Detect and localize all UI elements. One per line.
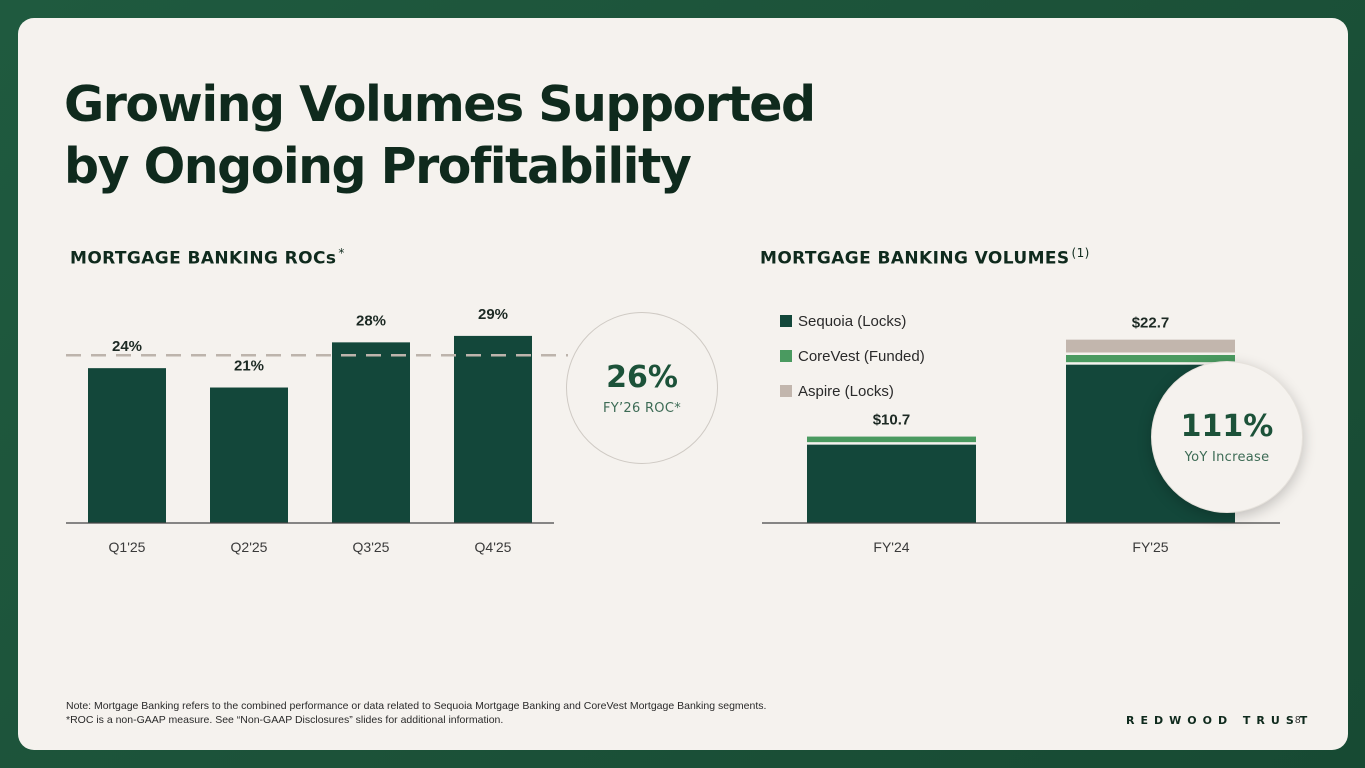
legend-label-3: Aspire (Locks) [798, 383, 894, 400]
volume-bar-1-segment-2 [807, 436, 976, 443]
roc-x-tick-4: Q4'25 [475, 539, 512, 555]
roc-section-title: MORTGAGE BANKING ROCs * [70, 246, 345, 269]
roc-bar-2 [210, 387, 288, 523]
roc-bar-1 [88, 368, 166, 523]
footnote: Note: Mortgage Banking refers to the com… [66, 699, 766, 727]
volume-total-label-1: $10.7 [873, 412, 911, 429]
legend-swatch-3 [780, 385, 792, 397]
legend-label-1: Sequoia (Locks) [798, 313, 906, 330]
roc-bar-value-label-1: 24% [112, 338, 142, 355]
roc-x-tick-3: Q3'25 [353, 539, 390, 555]
roc-stat-caption: FY’26 ROC* [602, 401, 682, 416]
volume-x-tick-2: FY'25 [1132, 539, 1168, 555]
legend-swatch-1 [780, 315, 792, 327]
roc-bar-chart: 24% Q1'25 21% Q2'25 28% Q3'25 29% Q4'25 [66, 306, 568, 555]
volume-bar-2-segment-3 [1066, 339, 1235, 353]
slide-card: Growing Volumes Supported by Ongoing Pro… [18, 18, 1348, 750]
roc-bar-4 [454, 335, 532, 523]
yoy-stat-caption: YoY Increase [1184, 450, 1270, 465]
volumes-section-title-text: MORTGAGE BANKING VOLUMES [760, 248, 1070, 269]
roc-bar-value-label-4: 29% [478, 306, 508, 323]
footnote-line-1: Note: Mortgage Banking refers to the com… [66, 700, 767, 712]
roc-bar-3 [332, 342, 410, 523]
legend-swatch-2 [780, 350, 792, 362]
yoy-stat-value: 111% [1180, 409, 1274, 444]
volume-bar-1-segment-1 [807, 444, 976, 523]
page-number: 8 [1295, 715, 1301, 726]
roc-x-tick-2: Q2'25 [231, 539, 268, 555]
brand-logo-text: REDWOOD TRUST [1126, 714, 1314, 727]
roc-stat-value: 26% [606, 360, 678, 395]
roc-section-title-text: MORTGAGE BANKING ROCs [70, 248, 337, 269]
footnote-line-2: *ROC is a non-GAAP measure. See “Non-GAA… [66, 714, 504, 726]
roc-stat-circle: 26% FY’26 ROC* [566, 312, 718, 464]
roc-title-asterisk: * [338, 246, 345, 260]
roc-x-tick-1: Q1'25 [109, 539, 146, 555]
roc-bar-value-label-3: 28% [356, 312, 386, 329]
yoy-stat-circle: 111% YoY Increase [1151, 361, 1303, 513]
volume-bar-2-segment-2 [1066, 355, 1235, 363]
page-title-line-2: by Ongoing Profitability [64, 138, 692, 195]
roc-bar-value-label-2: 21% [234, 358, 264, 375]
volume-total-label-2: $22.7 [1132, 315, 1170, 332]
page-title-line-1: Growing Volumes Supported [64, 76, 816, 133]
legend-label-2: CoreVest (Funded) [798, 348, 925, 365]
volumes-section-title: MORTGAGE BANKING VOLUMES (1) [760, 246, 1090, 269]
volume-x-tick-1: FY'24 [873, 539, 909, 555]
volumes-title-footnote: (1) [1071, 246, 1090, 260]
page-title: Growing Volumes Supported by Ongoing Pro… [64, 74, 816, 198]
